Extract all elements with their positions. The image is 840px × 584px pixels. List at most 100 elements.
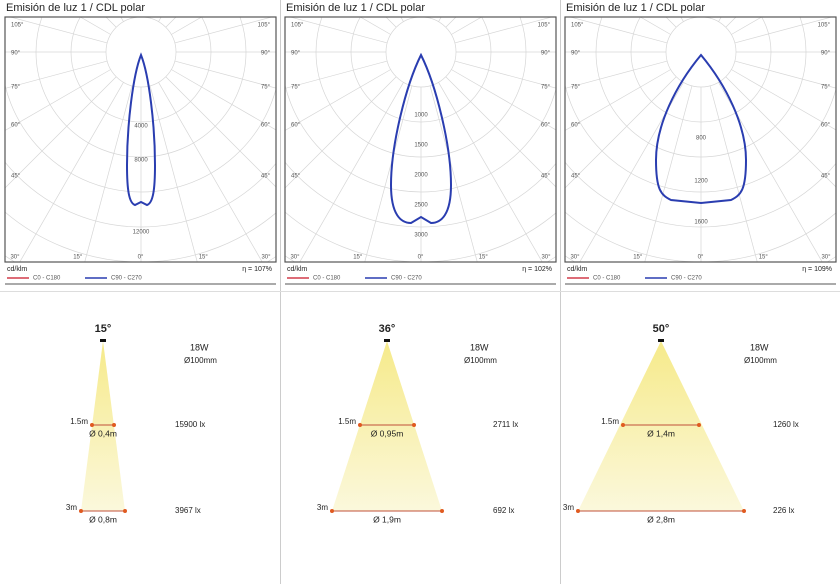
angle-label: 75° bbox=[541, 85, 551, 91]
grid-ray bbox=[149, 85, 198, 262]
diameter: Ø 0,4m bbox=[89, 428, 117, 438]
size: Ø100mm bbox=[744, 356, 777, 365]
angle-label: 30° bbox=[821, 255, 831, 261]
spot-dot bbox=[123, 509, 127, 513]
angle-label: 30° bbox=[10, 255, 20, 261]
angle-label: 90° bbox=[261, 51, 271, 57]
spot-dot bbox=[330, 509, 334, 513]
radial-label: 1500 bbox=[414, 143, 428, 149]
angle-label: 60° bbox=[11, 123, 21, 129]
size: Ø100mm bbox=[184, 356, 217, 365]
grid-ray bbox=[451, 69, 556, 131]
grid-ray bbox=[165, 76, 276, 188]
lamp bbox=[658, 339, 664, 342]
grid-ray bbox=[9, 17, 108, 44]
lux: 226 lx bbox=[773, 506, 794, 515]
grid-ray bbox=[171, 69, 276, 131]
lux: 692 lx bbox=[493, 506, 514, 515]
polar-grid bbox=[5, 17, 276, 262]
distance: 3m bbox=[66, 503, 77, 512]
beam-cone bbox=[332, 341, 442, 511]
grid-ray bbox=[285, 60, 388, 89]
polar-curve bbox=[125, 52, 157, 207]
angle-label: 90° bbox=[11, 51, 21, 57]
radial-label: 800 bbox=[696, 136, 707, 142]
grid-ray bbox=[289, 17, 388, 44]
power: 18W bbox=[470, 342, 489, 352]
angle-label: 30° bbox=[261, 255, 271, 261]
grid-ray bbox=[731, 69, 836, 131]
angle-label: 15° bbox=[759, 255, 769, 261]
grid-ray bbox=[5, 60, 108, 89]
spot-dot bbox=[90, 423, 94, 427]
unit: cd/klm bbox=[7, 266, 27, 273]
grid-ray bbox=[285, 69, 391, 131]
radial-label: 3000 bbox=[414, 233, 428, 239]
grid-circle bbox=[565, 255, 836, 262]
angle-label: 45° bbox=[261, 174, 271, 180]
polar-title: Emisión de luz 1 / CDL polar bbox=[566, 2, 705, 14]
angle-label: 15° bbox=[199, 255, 209, 261]
grid-ray bbox=[174, 60, 276, 89]
angle-label: 75° bbox=[571, 85, 581, 91]
grid-ray bbox=[149, 17, 151, 19]
angle-label: 105° bbox=[818, 23, 831, 29]
beam-angle: 36° bbox=[379, 323, 396, 335]
angle-label: 0° bbox=[138, 255, 144, 261]
angle-label: 15° bbox=[353, 255, 363, 261]
grid-circle bbox=[421, 0, 840, 332]
angle-label: 45° bbox=[291, 174, 301, 180]
grid-ray bbox=[734, 60, 836, 89]
lux: 1260 lx bbox=[773, 420, 799, 429]
distance: 1.5m bbox=[338, 417, 356, 426]
angle-label: 0° bbox=[698, 255, 704, 261]
grid-circle bbox=[5, 255, 276, 262]
angle-label: 15° bbox=[479, 255, 489, 261]
angle-label: 75° bbox=[11, 85, 21, 91]
grid-ray bbox=[709, 17, 711, 19]
grid-ray bbox=[579, 82, 684, 262]
spot-dot bbox=[621, 423, 625, 427]
angle-label: 30° bbox=[290, 255, 300, 261]
diameter: Ø 0,95m bbox=[371, 428, 404, 438]
angle-label: 105° bbox=[291, 23, 304, 29]
center-disc bbox=[667, 18, 735, 86]
grid-ray bbox=[454, 60, 556, 89]
grid-ray bbox=[158, 82, 263, 262]
angle-label: 0° bbox=[418, 255, 424, 261]
grid-ray bbox=[84, 85, 133, 262]
angle-label: 60° bbox=[541, 123, 551, 129]
angle-label: 90° bbox=[821, 51, 831, 57]
angle-label: 105° bbox=[571, 23, 584, 29]
grid-ray bbox=[429, 85, 478, 262]
radial-label: 1000 bbox=[414, 113, 428, 119]
grid-ray bbox=[429, 17, 431, 19]
grid-ray bbox=[174, 17, 273, 44]
angle-label: 105° bbox=[258, 23, 271, 29]
lux: 2711 lx bbox=[493, 420, 518, 429]
spot-dot bbox=[742, 509, 746, 513]
spot-dot bbox=[440, 509, 444, 513]
angle-label: 75° bbox=[821, 85, 831, 91]
distance: 3m bbox=[317, 503, 328, 512]
spot-dot bbox=[358, 423, 362, 427]
diameter: Ø 2,8m bbox=[647, 514, 675, 524]
polar-frame bbox=[4, 16, 277, 263]
distance: 1.5m bbox=[601, 417, 619, 426]
polar-grid bbox=[421, 0, 840, 332]
diameter: Ø 0,8m bbox=[89, 514, 117, 524]
legend-label: C0 - C180 bbox=[313, 276, 341, 282]
grid-ray bbox=[725, 76, 836, 188]
beam-angle: 15° bbox=[95, 323, 112, 335]
angle-label: 30° bbox=[541, 255, 551, 261]
polar-frame bbox=[284, 16, 557, 263]
radial-label: 2500 bbox=[414, 203, 428, 209]
polar-curve bbox=[654, 53, 748, 205]
lux: 15900 lx bbox=[175, 420, 205, 429]
grid-ray bbox=[364, 85, 413, 262]
angle-label: 105° bbox=[11, 23, 24, 29]
grid-ray bbox=[438, 82, 543, 262]
lamp bbox=[384, 339, 390, 342]
grid-ray bbox=[565, 76, 677, 189]
radial-label: 1600 bbox=[694, 220, 708, 226]
